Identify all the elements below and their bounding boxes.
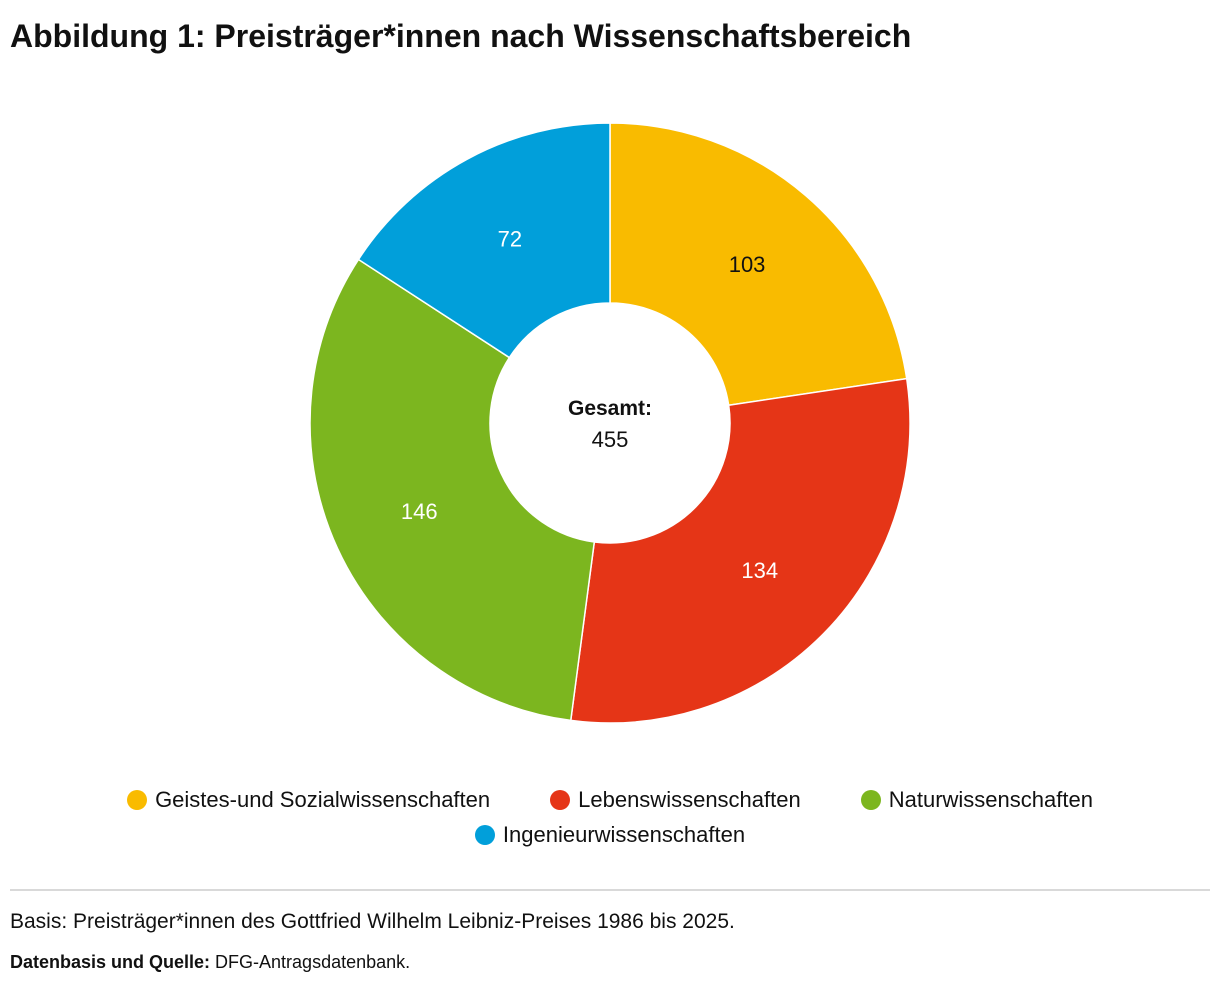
source-text: DFG-Antragsdatenbank.: [210, 952, 411, 972]
legend-dot-icon: [474, 825, 495, 845]
footer-source: Datenbasis und Quelle: DFG-Antragsdatenb…: [10, 952, 410, 973]
legend-item-3: Naturwissenschaften: [860, 782, 1093, 817]
legend-label: Ingenieurwissenschaften: [502, 822, 746, 847]
slice-value-label-2: 134: [741, 558, 778, 583]
donut-slice-4: [357, 122, 611, 359]
legend-label: Naturwissenschaften: [888, 787, 1093, 812]
donut-slice-2: [569, 377, 911, 724]
legend-dot-icon: [860, 790, 881, 810]
footer-divider: [10, 889, 1210, 891]
legend-label: Lebenswissenschaften: [578, 787, 801, 812]
legend-dot-icon: [550, 790, 571, 810]
slice-value-label-1: 103: [729, 252, 766, 277]
slice-value-label-4: 72: [498, 226, 522, 251]
legend-item-1: Geistes-und Sozialwissenschaften: [127, 782, 490, 817]
slice-value-label-3: 146: [401, 499, 438, 524]
chart-title: Abbildung 1: Preisträger*innen nach Wiss…: [10, 18, 912, 54]
donut-slice-1: [609, 122, 908, 407]
donut-slices: [309, 122, 911, 724]
footer-note: Basis: Preisträger*innen des Gottfried W…: [10, 910, 735, 933]
legend-dot-icon: [127, 790, 148, 810]
center-label: Gesamt:: [568, 397, 652, 420]
donut-slice-3: [309, 258, 596, 722]
chart-legend: Geistes-und Sozialwissenschaften Lebenswi…: [0, 782, 1220, 852]
slice-labels: 103 134 146 72: [401, 226, 778, 583]
legend-label: Geistes-und Sozialwissenschaften: [155, 787, 491, 812]
center-value: 455: [592, 427, 629, 452]
source-label: Datenbasis und Quelle:: [10, 952, 211, 972]
legend-item-4: Ingenieurwissenschaften: [474, 817, 746, 852]
legend-item-2: Lebenswissenschaften: [550, 782, 801, 817]
donut-chart: 103 134 146 72 Gesamt: 455: [309, 122, 911, 724]
